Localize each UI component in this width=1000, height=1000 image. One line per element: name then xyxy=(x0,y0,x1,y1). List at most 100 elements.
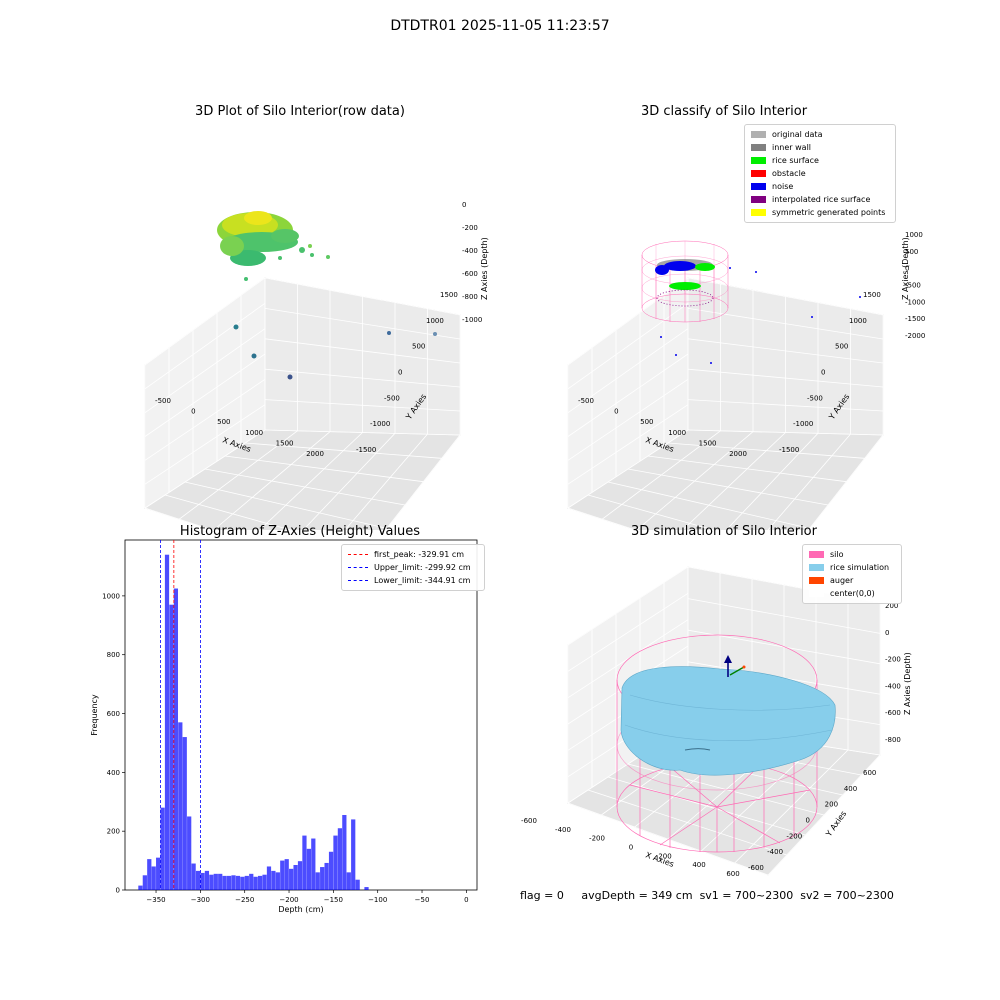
y-tick-label: -1500 xyxy=(779,446,799,454)
grid-line xyxy=(264,368,461,388)
classify-legend: original data inner wall rice surface obsta… xyxy=(744,124,896,223)
legend-swatch xyxy=(809,577,824,584)
legend-label: silo xyxy=(830,550,844,559)
grid-line xyxy=(687,399,884,412)
simulation-auger xyxy=(724,655,746,677)
histogram-bar xyxy=(297,861,303,890)
legend-entry: first_peak: -329.91 cm xyxy=(348,548,478,561)
y-tick-label: -1000 xyxy=(793,420,813,428)
legend-line-sample xyxy=(348,554,368,555)
raw-3d-plot: -500 0 500 1000 1500 2000 -1500 -1000 -500 0 500 1… xyxy=(144,201,489,530)
grid-line xyxy=(567,592,689,672)
histogram-bar xyxy=(173,588,178,890)
x-tick-label: -400 xyxy=(555,826,571,834)
histogram-chart: −350 −300 −250 −200 −150 −100 −50 0 0 200 400 600 8… xyxy=(90,539,478,914)
z-tick-label: 500 xyxy=(905,248,918,256)
grid-line xyxy=(687,277,884,316)
x-tick-label: 500 xyxy=(217,418,230,426)
y-tick-label: -500 xyxy=(384,394,400,402)
z-tick-label: -200 xyxy=(885,656,901,664)
x-tick-label: -500 xyxy=(155,397,171,405)
classify-3d-grid xyxy=(567,277,884,530)
grid-line xyxy=(264,399,461,412)
legend-entry: center(0,0) xyxy=(809,587,895,600)
histogram-bar xyxy=(342,815,347,890)
raw-x-ticks: -500 0 500 1000 1500 2000 xyxy=(155,397,324,458)
histogram-bar xyxy=(226,875,232,890)
z-tick-label: 0 xyxy=(462,201,466,209)
x-tick-label: 400 xyxy=(692,861,705,869)
histogram-bar xyxy=(284,859,289,890)
z-tick-label: -1000 xyxy=(905,298,925,306)
y-tick-label: -600 xyxy=(748,864,764,872)
legend-entry: rice simulation xyxy=(809,561,895,574)
legend-entry: original data xyxy=(751,128,889,141)
grid-line xyxy=(567,353,689,437)
histogram-bar xyxy=(164,554,170,890)
histogram-bars xyxy=(138,554,369,890)
histogram-bar xyxy=(213,873,218,890)
grid-line xyxy=(607,481,810,529)
z-tick-label: 200 xyxy=(885,602,898,610)
histogram-reference-lines xyxy=(160,540,201,890)
histogram-bar xyxy=(351,819,356,890)
y-tick-label: 500 xyxy=(835,343,848,351)
z-tick-label: -600 xyxy=(885,709,901,717)
legend-entry: auger xyxy=(809,574,895,587)
grid-line xyxy=(184,481,387,529)
histogram-bar xyxy=(266,866,272,890)
histogram-bar xyxy=(178,722,183,890)
grid-line xyxy=(567,619,689,699)
x-tick-label: -500 xyxy=(578,397,594,405)
grid-line xyxy=(144,353,266,437)
histogram-bar xyxy=(289,868,294,890)
histogram-bar xyxy=(240,876,245,890)
legend-label: Lower_limit: -344.91 cm xyxy=(374,576,471,585)
z-tick-label: -800 xyxy=(885,736,901,744)
legend-label: noise xyxy=(772,182,794,191)
z-tick-label: -1000 xyxy=(462,316,482,324)
legend-swatch xyxy=(751,196,766,203)
z-tick-label: -500 xyxy=(905,282,921,290)
grid-line xyxy=(567,802,769,876)
histogram-bar xyxy=(147,859,152,890)
x-tick-label: 200 xyxy=(658,852,671,860)
grid-line xyxy=(687,308,884,340)
histogram-y-ticks: 0 200 400 600 800 1000 xyxy=(102,592,125,895)
legend-entry: obstacle xyxy=(751,167,889,180)
legend-entry: noise xyxy=(751,180,889,193)
x-tick-label: −300 xyxy=(191,896,210,904)
raw-3d-grid xyxy=(144,277,461,530)
legend-label: inner wall xyxy=(772,143,812,152)
x-tick-label: −350 xyxy=(146,896,165,904)
legend-swatch xyxy=(809,564,824,571)
legend-swatch xyxy=(751,131,766,138)
z-tick-label: 0 xyxy=(905,265,909,273)
y-tick-label: 1000 xyxy=(102,592,120,600)
simulation-y-ticks: -600-400-200 0 200 400 600 xyxy=(748,769,876,872)
legend-line-sample xyxy=(348,567,368,568)
y-tick-label: 0 xyxy=(821,369,825,377)
histogram-x-axis-label: Depth (cm) xyxy=(278,905,323,914)
histogram-bar xyxy=(262,874,267,890)
histogram-bar xyxy=(257,875,263,890)
grid-line xyxy=(687,598,881,634)
x-tick-label: 1500 xyxy=(699,439,717,447)
x-tick-label: 1500 xyxy=(276,439,294,447)
simulation-x-ticks: -600 -400 -200 0 200 400 600 xyxy=(521,817,740,878)
legend-label: first_peak: -329.91 cm xyxy=(374,550,465,559)
z-tick-label: -400 xyxy=(885,682,901,690)
grid-line xyxy=(567,566,689,646)
legend-swatch xyxy=(751,209,766,216)
histogram-bar xyxy=(311,838,316,890)
histogram-bar xyxy=(275,872,280,890)
simulation-legend: silo rice simulation auger center(0,0) xyxy=(802,544,902,604)
z-tick-label: 1000 xyxy=(905,231,923,239)
z-tick-label: -800 xyxy=(462,293,478,301)
x-tick-label: 500 xyxy=(640,418,653,426)
raw-plot-title: 3D Plot of Silo Interior(row data) xyxy=(195,104,405,119)
legend-label: symmetric generated points xyxy=(772,208,886,217)
y-tick-label: 1000 xyxy=(426,317,444,325)
